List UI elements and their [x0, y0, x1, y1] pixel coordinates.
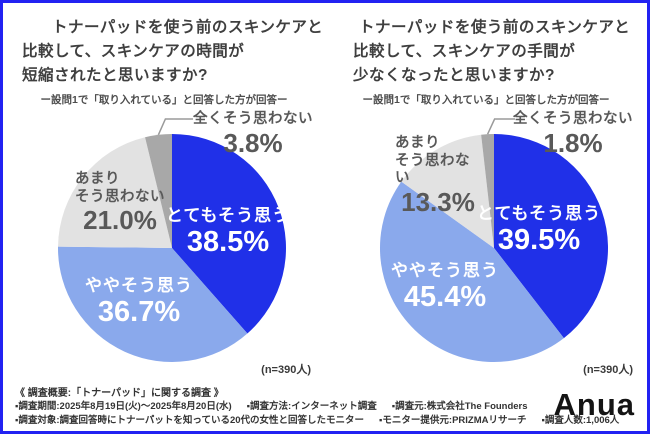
survey-target: ▪調査対象:調査回答時にトナーパットを知っている20代の女性と回答したモニター	[15, 414, 365, 426]
slice-label-percent: 39.5%	[497, 224, 581, 256]
slice-label-somewhat-disagree: あまり そう思わない 13.3%	[395, 135, 481, 217]
slice-label-text: ややそう思う	[85, 276, 193, 295]
slice-label-text: そう思わない	[395, 152, 470, 187]
sample-size-note: (n=390人)	[261, 364, 311, 376]
survey-overview-footer: 《 調査概要:「トナーパッド」に関する調査 》 ▪調査期間:2025年8月19日…	[3, 381, 647, 427]
chart-title-line: 比較して、スキンケアの手間が	[353, 43, 576, 60]
slice-label-percent: 45.4%	[403, 281, 487, 313]
slice-label-strongly-disagree: 全くそう思わない 1.8%	[507, 111, 639, 158]
chart-subtitle: ー設問1で「取り入れている」と回答した方が回答ー	[362, 94, 610, 106]
slice-label-percent: 36.7%	[97, 296, 181, 328]
slice-label-text: とてもそう思う	[165, 206, 291, 225]
slice-label-percent: 38.5%	[186, 226, 270, 258]
slice-label-text: 全くそう思わない	[193, 111, 313, 127]
leader-line	[157, 118, 193, 136]
survey-panel-time: トナーパッドを使う前のスキンケアと 比較して、スキンケアの時間が 短縮されたと思…	[3, 3, 325, 381]
slice-label-text: あまり	[75, 171, 120, 187]
charts-row: トナーパッドを使う前のスキンケアと 比較して、スキンケアの時間が 短縮されたと思…	[3, 3, 647, 381]
pie-slice-3	[481, 134, 494, 248]
slice-label-text: あまり	[395, 135, 440, 151]
anua-logo: Anua	[553, 387, 635, 422]
pie-slice-1	[379, 181, 564, 363]
slice-label-text: 全くそう思わない	[513, 111, 633, 127]
chart-title: トナーパッドを使う前のスキンケアと 比較して、スキンケアの時間が 短縮されたと思…	[3, 3, 325, 88]
slice-label-somewhat-agree: ややそう思う 45.4%	[375, 260, 515, 313]
sample-size-note: (n=390人)	[583, 364, 633, 376]
pie-slice-0	[172, 134, 286, 334]
chart-title-line: 比較して、スキンケアの時間が	[22, 43, 245, 60]
slice-label-percent: 1.8%	[543, 127, 603, 158]
pie-svg	[379, 118, 609, 363]
slice-label-percent: 3.8%	[223, 127, 283, 158]
slice-label-text: ややそう思う	[391, 261, 499, 280]
pie-slice-2	[401, 134, 494, 248]
chart-title: トナーパッドを使う前のスキンケアと 比較して、スキンケアの手間が 少なくなったと…	[325, 3, 647, 88]
pie-chart: とてもそう思う 39.5% ややそう思う 45.4% あまり そう思わない 13…	[325, 109, 647, 381]
slice-label-somewhat-disagree: あまり そう思わない 21.0%	[75, 171, 165, 235]
slice-label-percent: 21.0%	[83, 205, 157, 235]
slice-label-text: そう思わない	[75, 188, 165, 205]
slice-label-text: とてもそう思う	[476, 204, 602, 223]
slice-label-strongly-agree: とてもそう思う 39.5%	[470, 203, 608, 256]
slice-label-somewhat-agree: ややそう思う 36.7%	[69, 275, 209, 328]
pie-slice-3	[145, 134, 172, 248]
slice-label-strongly-disagree: 全くそう思わない 3.8%	[187, 111, 319, 158]
chart-title-line: トナーパッドを使う前のスキンケアと	[359, 19, 631, 36]
pie-slice-1	[58, 246, 248, 362]
pie-slice-0	[494, 134, 609, 339]
monitor-provider: ▪モニター提供元:PRIZMAリサーチ	[379, 414, 527, 426]
slice-label-percent: 13.3%	[401, 186, 475, 217]
survey-count: ▪調査人数:1,006人	[541, 414, 620, 426]
survey-method: ▪調査方法:インターネット調査	[246, 401, 377, 412]
pie-chart: とてもそう思う 38.5% ややそう思う 36.7% あまり そう思わない 21…	[3, 109, 325, 381]
survey-period: ▪調査期間:2025年8月19日(火)〜2025年8月20日(水)	[15, 401, 232, 412]
chart-title-line: トナーパッドを使う前のスキンケアと	[52, 19, 324, 36]
leader-line	[486, 118, 515, 135]
chart-subtitle: ー設問1で「取り入れている」と回答した方が回答ー	[40, 94, 288, 106]
footer-line-1: ▪調査期間:2025年8月19日(火)〜2025年8月20日(水) ▪調査方法:…	[15, 400, 647, 414]
pie-svg	[58, 118, 286, 362]
footer-heading: 《 調査概要:「トナーパッド」に関する調査 》	[15, 388, 224, 399]
survey-panel-effort: トナーパッドを使う前のスキンケアと 比較して、スキンケアの手間が 少なくなったと…	[325, 3, 647, 381]
chart-title-line: 短縮されたと思いますか?	[22, 67, 208, 84]
pie-slice-2	[58, 137, 173, 248]
slice-label-strongly-agree: とてもそう思う 38.5%	[159, 205, 297, 258]
chart-title-line: 少なくなったと思いますか?	[353, 67, 555, 84]
footer-line-2: ▪調査対象:調査回答時にトナーパットを知っている20代の女性と回答したモニター …	[15, 414, 647, 428]
survey-source: ▪調査元:株式会社The Founders	[391, 401, 528, 412]
